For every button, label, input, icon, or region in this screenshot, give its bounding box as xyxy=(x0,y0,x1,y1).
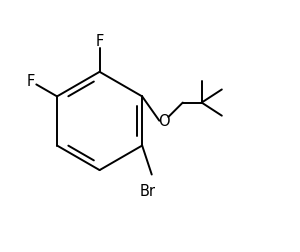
Text: Br: Br xyxy=(139,184,155,199)
Text: F: F xyxy=(95,34,104,49)
Text: F: F xyxy=(27,74,35,89)
Text: O: O xyxy=(158,114,170,129)
